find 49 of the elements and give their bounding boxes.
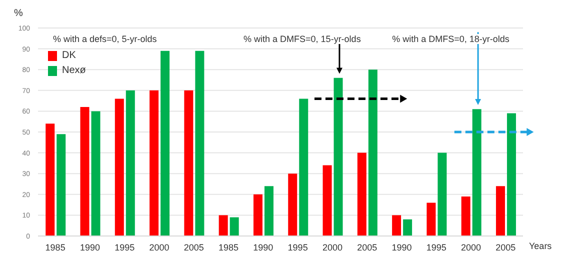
x-tick-label: 2000 [461, 242, 482, 252]
x-tick-label: 2000 [322, 242, 342, 252]
bar [426, 202, 436, 236]
annotation: % with a defs=0, 5-yr-olds [53, 34, 157, 44]
bar [46, 124, 55, 236]
bar [357, 152, 366, 236]
x-tick-label: 1990 [392, 242, 412, 252]
x-tick-label: 1985 [45, 242, 66, 252]
bar [184, 90, 194, 236]
x-tick-label: 1985 [218, 242, 239, 252]
x-tick-label: 2000 [149, 242, 170, 252]
bar [253, 194, 262, 236]
x-tick-label: 2005 [496, 242, 516, 252]
bar [195, 50, 204, 236]
bar [506, 113, 516, 236]
x-tick-label: 1995 [114, 242, 135, 252]
bar [56, 134, 66, 236]
annotation: % with a DMFS=0, 18-yr-olds [392, 34, 510, 44]
bar [218, 215, 228, 236]
bar [114, 98, 124, 236]
x-tick-label: 2005 [184, 242, 204, 252]
bar [461, 196, 470, 236]
annotation: % with a DMFS=0, 15-yr-olds [244, 34, 361, 44]
bar [438, 152, 447, 236]
x-tick-label: 1990 [253, 242, 274, 252]
bar [126, 90, 135, 236]
x-tick-label: 1995 [426, 242, 446, 252]
bar [150, 90, 159, 236]
legend-label: Nexø [62, 65, 86, 76]
bar [264, 186, 274, 236]
bar [160, 50, 170, 236]
bar [80, 107, 90, 236]
bar [288, 174, 298, 236]
x-axis-title: Years [529, 241, 552, 251]
x-tick-label: 2005 [357, 242, 378, 252]
bar [322, 165, 332, 236]
x-tick-label: 1995 [288, 242, 308, 252]
bar [496, 186, 505, 236]
y-axis-title: % [14, 8, 23, 19]
bar [230, 217, 239, 236]
bar [392, 215, 402, 236]
bar [334, 78, 343, 236]
bar [368, 70, 378, 236]
bar [299, 98, 308, 236]
bar [403, 219, 412, 236]
x-tick-label: 1990 [80, 242, 100, 252]
legend-label: DK [62, 50, 76, 61]
bar [472, 109, 482, 236]
bar [91, 111, 100, 236]
